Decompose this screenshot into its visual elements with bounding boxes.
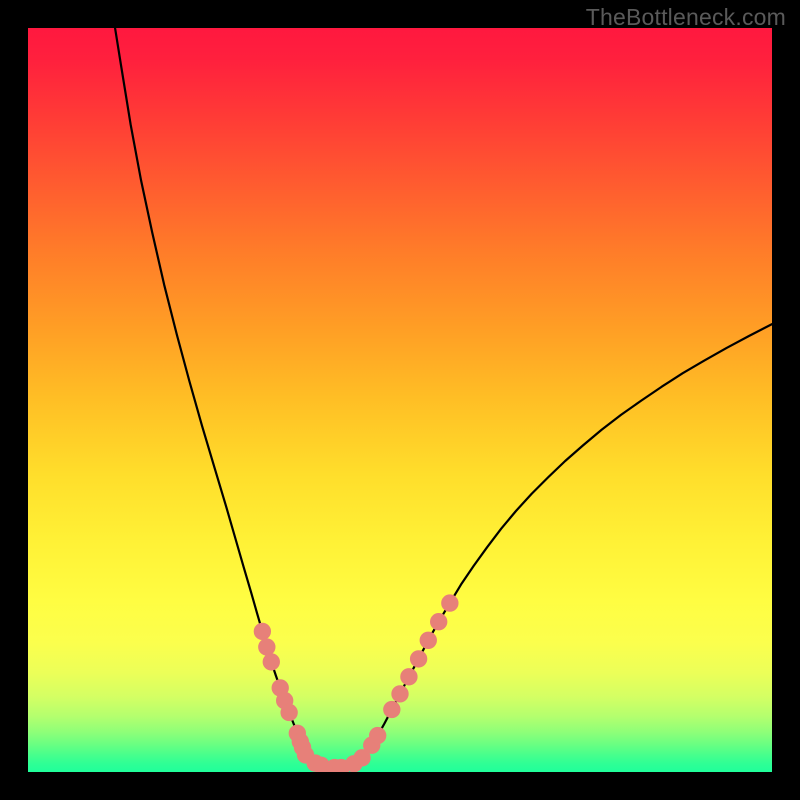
gradient-background [28, 28, 772, 772]
marker-point [370, 727, 386, 743]
marker-point [442, 595, 458, 611]
chart-root: TheBottleneck.com [0, 0, 800, 800]
marker-point [263, 654, 279, 670]
marker-point [431, 614, 447, 630]
marker-point [420, 632, 436, 648]
marker-point [259, 639, 275, 655]
bottleneck-chart-svg [28, 28, 772, 772]
marker-point [401, 669, 417, 685]
marker-point [410, 651, 426, 667]
watermark-text: TheBottleneck.com [586, 4, 786, 31]
marker-point [384, 701, 400, 717]
marker-point [254, 623, 270, 639]
marker-point [281, 704, 297, 720]
marker-point [392, 686, 408, 702]
plot-area [28, 28, 772, 772]
